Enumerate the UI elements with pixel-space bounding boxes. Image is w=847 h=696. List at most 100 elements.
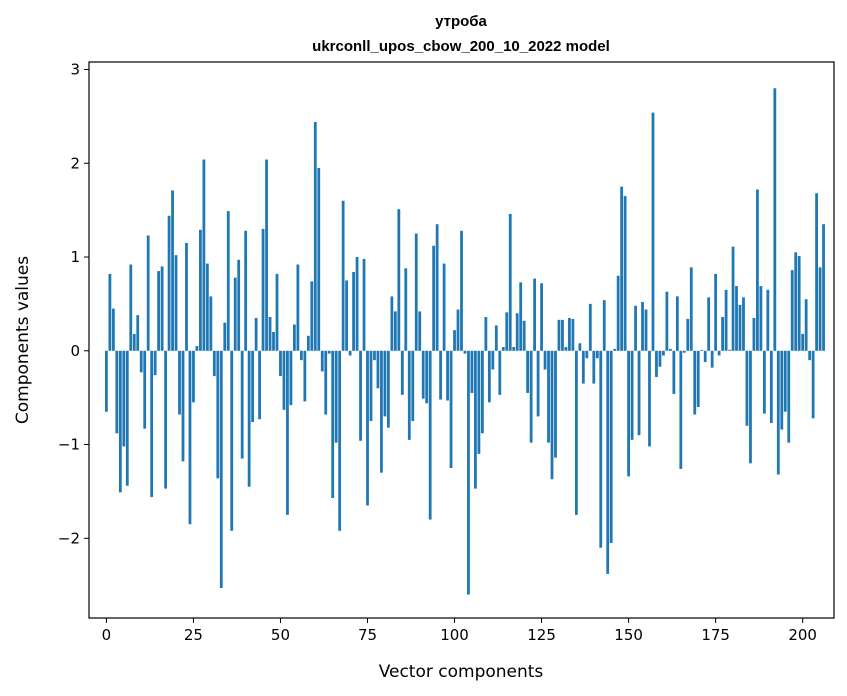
bar [668,348,672,351]
bar [251,350,255,423]
bar [299,350,303,361]
bar [153,350,157,376]
bar [240,350,244,459]
bar [244,230,248,351]
bar [595,350,599,359]
bar [815,193,818,351]
bar [651,112,655,351]
bar [293,324,296,351]
bar [369,350,373,422]
bar [679,350,683,469]
x-tick-label: 150 [614,626,643,644]
bar [143,350,147,429]
bar [481,350,484,434]
bar [588,303,592,351]
bar [700,349,704,351]
bar [171,190,174,351]
bar [526,350,530,393]
bar [230,350,234,531]
bar [568,317,571,351]
bar [310,281,314,351]
bar [296,264,300,351]
bar [125,350,129,486]
bar [205,263,209,351]
bar [345,280,349,351]
bar [655,350,658,378]
bar [599,350,603,548]
bar [776,350,780,475]
bar [578,343,582,351]
bar [265,159,268,351]
bar [487,350,491,403]
bar [641,302,644,351]
bar [804,299,808,351]
bar [756,189,759,351]
bar [724,289,728,351]
bar [122,350,126,447]
bar [421,350,425,399]
bar [543,350,547,370]
y-axis-ticks: −2 −1 0 1 2 3 [58,61,89,547]
bar [508,213,512,351]
bar [352,272,355,351]
bar [404,268,408,351]
bar [320,350,324,372]
x-tick-label: 50 [271,626,290,644]
bar [696,350,700,408]
bar [397,209,401,351]
bar [550,350,554,480]
bar [637,350,641,436]
bar [181,350,185,462]
bar [467,350,470,595]
bar [362,258,366,351]
bar [672,350,676,394]
bar [634,305,637,351]
bar [338,350,342,531]
bar-series [105,88,825,595]
bar [387,350,390,428]
bar [355,257,359,351]
bar [717,350,721,356]
bar [407,350,411,440]
bar [658,350,662,367]
bar [787,350,791,443]
bar [178,350,181,415]
bar [157,271,161,351]
bar [616,275,620,351]
bar [501,347,505,351]
bar [279,350,282,377]
bar [759,286,763,351]
bar [282,350,286,410]
bar [428,350,432,520]
bar [303,350,307,402]
bar [376,350,380,389]
bar [216,350,220,479]
bar [432,245,436,351]
bar [202,159,206,351]
bar [146,235,150,351]
bar [254,317,258,351]
bar [794,252,798,351]
bar [686,318,690,351]
bar [129,264,133,351]
bar [446,350,449,401]
bar [348,350,352,356]
bar [425,350,429,404]
bar [160,266,164,351]
bar [491,350,495,370]
bar [762,350,766,414]
bar [613,348,617,351]
bar [219,350,223,588]
bar [801,333,805,351]
bar [439,350,443,400]
bar [373,350,376,361]
bar [324,350,328,415]
bar [689,267,693,351]
bar [383,350,387,417]
bar [108,273,112,351]
bar [195,346,199,351]
bar [327,350,331,354]
bar [512,347,516,351]
bar [766,289,770,351]
bar [721,317,724,351]
